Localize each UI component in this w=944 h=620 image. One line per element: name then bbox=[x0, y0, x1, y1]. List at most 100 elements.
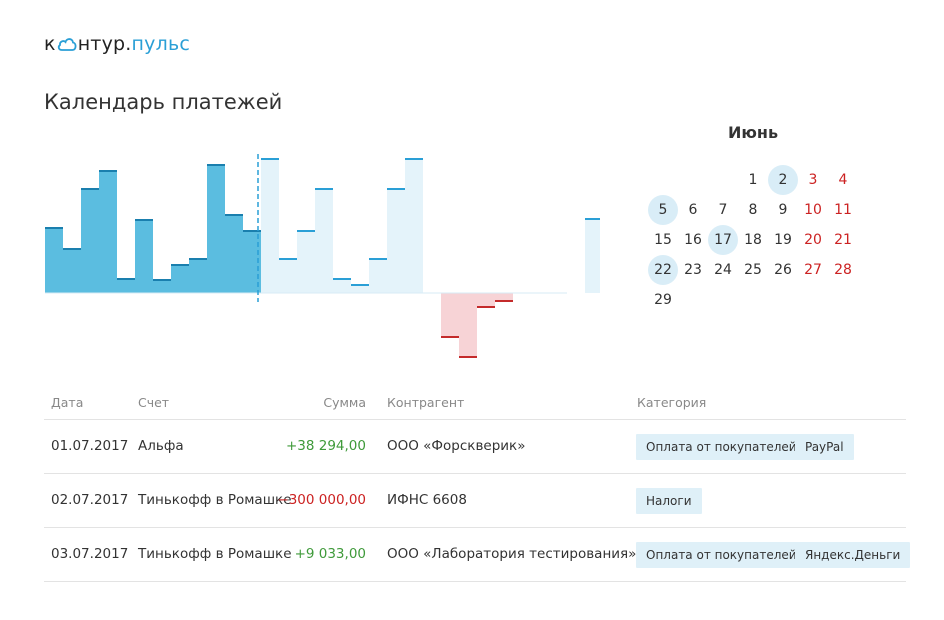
chart-bar bbox=[351, 285, 369, 293]
chart-bar-negative bbox=[441, 293, 459, 337]
row-amount: −300 000,00 bbox=[277, 492, 366, 508]
chart-bar-cap-negative bbox=[495, 300, 513, 302]
chart-bar-cap bbox=[207, 164, 225, 166]
row-amount: +9 033,00 bbox=[294, 546, 366, 562]
chart-bar-cap bbox=[585, 218, 600, 220]
calendar-day[interactable]: 28 bbox=[834, 262, 852, 278]
logo[interactable]: к нтур . пульс bbox=[44, 33, 190, 55]
chart-bar-cap bbox=[405, 158, 423, 160]
chart-bar-cap bbox=[279, 258, 297, 260]
calendar-day[interactable]: 10 bbox=[804, 202, 822, 218]
chart-bar bbox=[585, 219, 600, 293]
calendar-day[interactable]: 16 bbox=[684, 232, 702, 248]
chart-bar-cap bbox=[333, 278, 351, 280]
table-row[interactable]: 03.07.2017 Тинькофф в Ромашке +9 033,00 … bbox=[44, 528, 911, 582]
calendar-day[interactable]: 23 bbox=[684, 262, 702, 278]
calendar-day[interactable]: 24 bbox=[714, 262, 732, 278]
calendar-day[interactable]: 15 bbox=[654, 232, 672, 248]
header-divider bbox=[44, 419, 906, 420]
chart-bar-cap bbox=[261, 158, 279, 160]
chart-bar bbox=[405, 159, 423, 293]
calendar-day[interactable]: 21 bbox=[834, 232, 852, 248]
category-tag[interactable]: Оплата от покупателей bbox=[636, 542, 807, 568]
chart-bar bbox=[261, 159, 279, 293]
chart-bar-cap bbox=[369, 258, 387, 260]
header-amount[interactable]: Сумма bbox=[323, 395, 366, 410]
header-date[interactable]: Дата bbox=[51, 395, 84, 410]
category-tag[interactable]: Оплата от покупателей bbox=[636, 434, 807, 460]
category-tag[interactable]: Яндекс.Деньги bbox=[795, 542, 911, 568]
chart-bar-cap bbox=[189, 258, 207, 260]
chart-bar bbox=[279, 259, 297, 293]
calendar-day[interactable]: 8 bbox=[748, 202, 758, 218]
calendar-day[interactable]: 19 bbox=[774, 232, 792, 248]
chart-bar bbox=[171, 265, 189, 293]
chart-bar bbox=[81, 189, 99, 293]
chart-bar bbox=[117, 279, 135, 293]
chart-bar-cap bbox=[63, 248, 81, 250]
chart-bar bbox=[369, 259, 387, 293]
chart-bar bbox=[153, 280, 171, 293]
chart-bar-cap bbox=[225, 214, 243, 216]
calendar-day[interactable]: 3 bbox=[808, 172, 818, 188]
chart-bar-cap bbox=[45, 227, 63, 229]
calendar-day[interactable]: 4 bbox=[838, 172, 848, 188]
calendar-day[interactable]: 6 bbox=[688, 202, 698, 218]
row-date: 03.07.2017 bbox=[51, 546, 129, 562]
chart-bar-cap bbox=[135, 219, 153, 221]
row-counterparty: ИФНС 6608 bbox=[387, 492, 467, 508]
header-account[interactable]: Счет bbox=[138, 395, 170, 410]
header-counterparty[interactable]: Контрагент bbox=[387, 395, 465, 410]
chart-bar-negative bbox=[459, 293, 477, 357]
chart-bar-cap bbox=[297, 230, 315, 232]
chart-bar-cap bbox=[315, 188, 333, 190]
page-title: Календарь платежей bbox=[44, 90, 283, 114]
chart-bar-cap-negative bbox=[441, 336, 459, 338]
row-date: 02.07.2017 bbox=[51, 492, 129, 508]
chart-bar-cap bbox=[153, 279, 171, 281]
calendar-day[interactable]: 11 bbox=[834, 202, 852, 218]
chart-bar bbox=[387, 189, 405, 293]
row-counterparty: ООО «Форсквери­к» bbox=[387, 438, 526, 454]
calendar-day[interactable]: 2 bbox=[768, 165, 798, 195]
row-account: Тинькофф в Ромашке bbox=[138, 546, 292, 562]
calendar-day[interactable]: 29 bbox=[654, 292, 672, 308]
chart-bar bbox=[207, 165, 225, 293]
calendar-day[interactable]: 17 bbox=[708, 225, 738, 255]
calendar-day[interactable]: 18 bbox=[744, 232, 762, 248]
chart-bar bbox=[135, 220, 153, 293]
chart-bar-cap bbox=[81, 188, 99, 190]
row-account: Тинькофф в Ромашке bbox=[138, 492, 292, 508]
chart-bar bbox=[315, 189, 333, 293]
calendar-day[interactable]: 25 bbox=[744, 262, 762, 278]
calendar-day[interactable]: 27 bbox=[804, 262, 822, 278]
calendar-month: Июнь bbox=[727, 123, 779, 142]
logo-text-start: к bbox=[44, 33, 56, 55]
chart-bar-cap bbox=[387, 188, 405, 190]
chart-bar bbox=[63, 249, 81, 293]
row-date: 01.07.2017 bbox=[51, 438, 129, 454]
chart-bar-cap bbox=[117, 278, 135, 280]
table-row[interactable]: 01.07.2017 Альфа +38 294,00 ООО «Форскве… bbox=[44, 420, 906, 474]
category-tag[interactable]: PayPal bbox=[795, 434, 854, 460]
calendar-day[interactable]: 20 bbox=[804, 232, 822, 248]
calendar-day[interactable]: 5 bbox=[648, 195, 678, 225]
calendar-day[interactable]: 7 bbox=[718, 202, 728, 218]
chart-bar-cap bbox=[99, 170, 117, 172]
table-row[interactable]: 02.07.2017 Тинькофф в Ромашке −300 000,0… bbox=[44, 474, 906, 528]
calendar: Июнь 1 2 3 4 5 6 7 8 9 10 11 15 16 17 18 19 20 21 22 23 24 25… bbox=[646, 120, 860, 308]
calendar-day[interactable]: 26 bbox=[774, 262, 792, 278]
chart-bar bbox=[45, 228, 63, 293]
chart-bar-cap-negative bbox=[459, 356, 477, 358]
calendar-day[interactable]: 1 bbox=[748, 172, 758, 188]
chart-bar bbox=[243, 231, 261, 293]
row-account: Альфа bbox=[138, 438, 184, 454]
header-category[interactable]: Категория bbox=[637, 395, 707, 410]
cloud-icon bbox=[57, 38, 77, 51]
calendar-day[interactable]: 22 bbox=[648, 255, 678, 285]
row-amount: +38 294,00 bbox=[285, 438, 366, 454]
payments-chart bbox=[45, 154, 600, 358]
calendar-day[interactable]: 9 bbox=[778, 202, 788, 218]
category-tag[interactable]: Налоги bbox=[636, 488, 702, 514]
chart-bar-cap bbox=[351, 284, 369, 286]
